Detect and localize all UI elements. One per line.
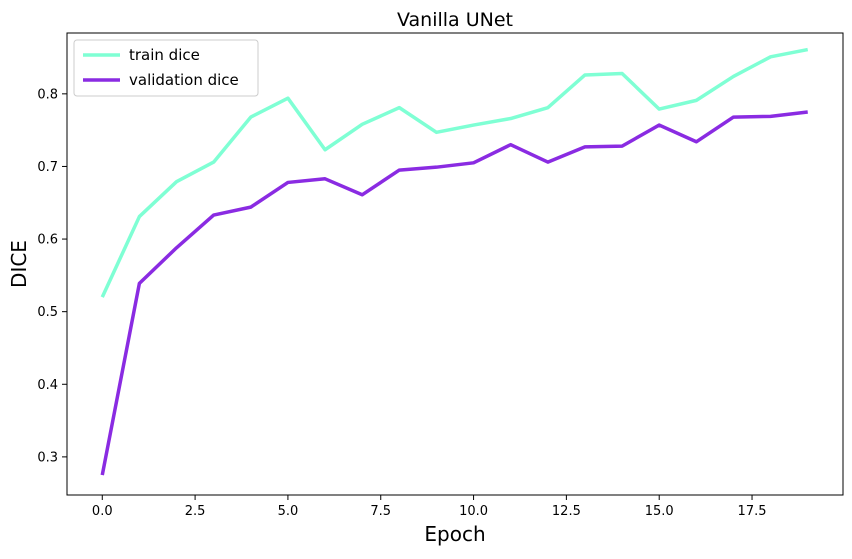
x-tick-label: 2.5 — [185, 504, 206, 519]
y-axis: 0.3 0.4 0.5 0.6 0.7 0.8 — [37, 87, 67, 465]
y-tick-label: 0.5 — [37, 305, 58, 320]
y-tick-label: 0.4 — [37, 378, 58, 393]
series-line-train-dice — [100, 47, 809, 298]
x-tick-label: 0.0 — [92, 504, 113, 519]
plot-frame — [66, 32, 844, 496]
legend-label-validation-dice: validation dice — [129, 71, 239, 89]
x-tick-label: 5.0 — [278, 504, 299, 519]
y-axis-label: DICE — [7, 240, 31, 288]
y-tick-label: 0.8 — [37, 87, 58, 102]
plot-area — [66, 32, 844, 496]
chart-title: Vanilla UNet — [397, 9, 513, 31]
y-tick-label: 0.7 — [37, 160, 58, 175]
x-axis: 0.0 2.5 5.0 7.5 10.0 12.5 15.0 17.5 — [92, 495, 767, 519]
y-tick-label: 0.3 — [37, 450, 58, 465]
x-tick-label: 7.5 — [370, 504, 391, 519]
x-tick-label: 12.5 — [552, 504, 581, 519]
y-tick-label: 0.6 — [37, 233, 58, 248]
x-tick-label: 10.0 — [459, 504, 488, 519]
x-tick-label: 17.5 — [738, 504, 767, 519]
series-layer — [100, 47, 809, 476]
series-line-validation-dice — [100, 110, 808, 476]
x-tick-label: 15.0 — [645, 504, 674, 519]
legend: train dice validation dice — [73, 39, 259, 97]
x-axis-label: Epoch — [424, 522, 485, 546]
legend-label-train-dice: train dice — [129, 46, 200, 64]
